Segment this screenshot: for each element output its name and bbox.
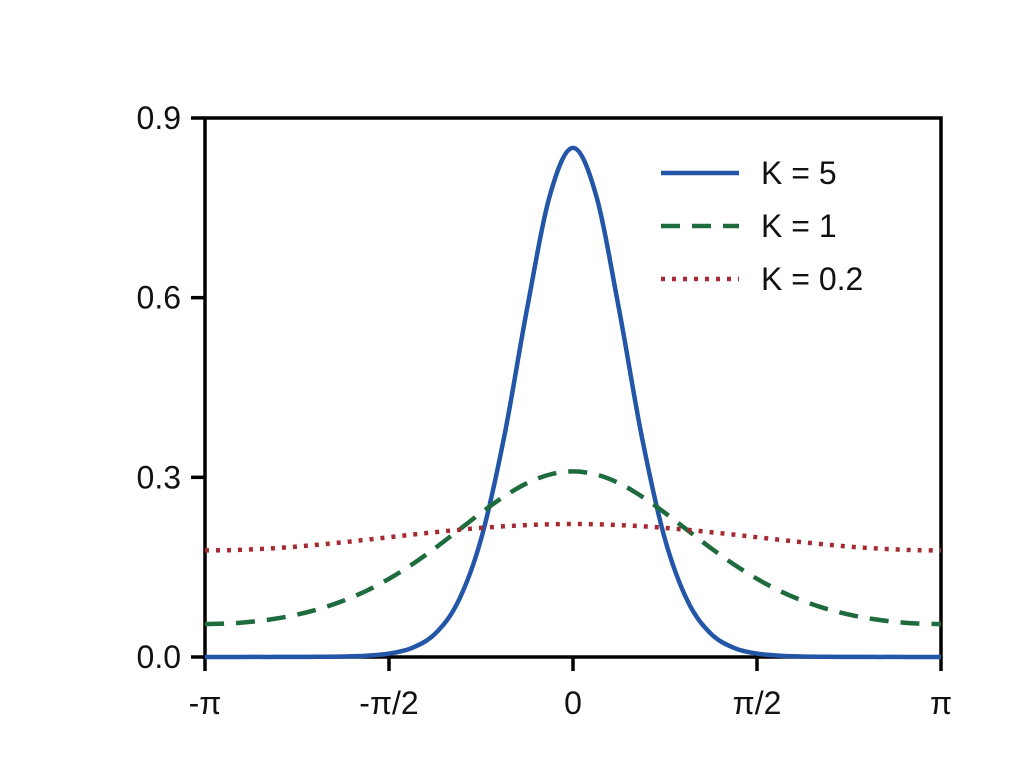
series-line-k5 xyxy=(205,145,941,660)
plot-border xyxy=(203,116,943,659)
x-tick-label: π xyxy=(930,685,952,721)
y-tick-label: 0.6 xyxy=(137,280,181,316)
x-tick-label: 0 xyxy=(564,685,582,721)
x-tick-label: π/2 xyxy=(733,685,782,721)
legend-label-k0.2: K = 0.2 xyxy=(761,261,863,297)
legend-label-k5: K = 5 xyxy=(761,155,837,191)
y-tick-label: 0.0 xyxy=(137,639,181,675)
y-tick-label: 0.9 xyxy=(137,100,181,136)
series-line-k1 xyxy=(204,469,942,627)
legend-label-k1: K = 1 xyxy=(761,208,837,244)
y-tick-label: 0.3 xyxy=(137,459,181,495)
x-tick-label: -π/2 xyxy=(359,685,418,721)
x-tick-label: -π xyxy=(189,685,222,721)
series-line-k0.2 xyxy=(204,521,942,553)
